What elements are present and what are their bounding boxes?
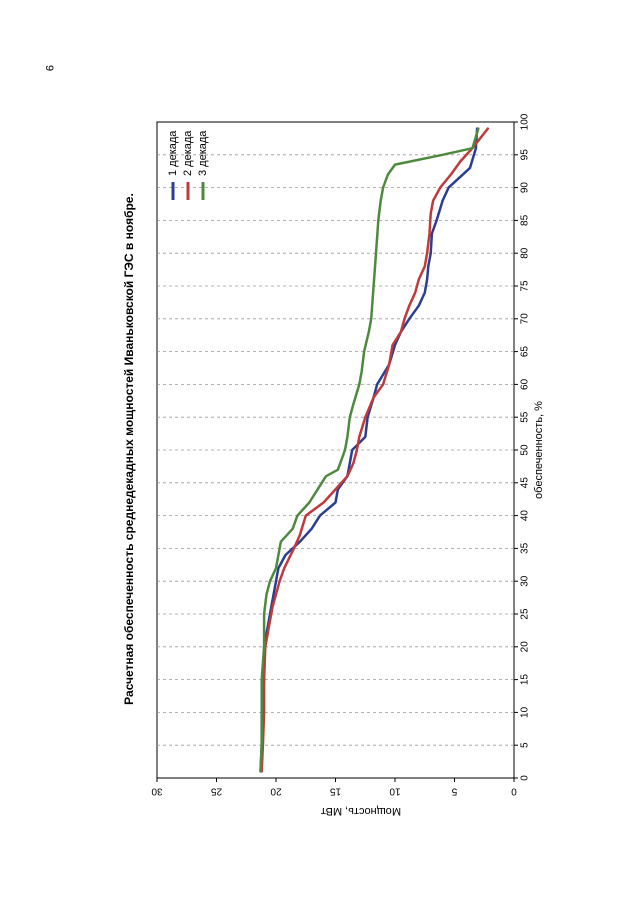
x-tick-label: 100	[520, 113, 531, 130]
legend-item-1: 1 декада	[167, 130, 179, 200]
x-tick-label: 35	[520, 542, 531, 554]
grid	[157, 154, 514, 746]
x-tick-label: 90	[520, 182, 531, 194]
legend-item-2: 2 декада	[182, 130, 194, 200]
series-lines	[259, 127, 490, 773]
x-tick-label: 40	[520, 510, 531, 522]
x-tick-label: 70	[520, 313, 531, 325]
x-tick-label: 50	[520, 444, 531, 456]
legend-label-3: 3 декада	[197, 130, 209, 176]
x-tick-label: 55	[520, 411, 531, 423]
x-tick-label: 10	[520, 706, 531, 718]
x-axis-label: обеспеченность, %	[533, 401, 545, 499]
y-tick-label: 5	[451, 785, 457, 796]
legend-label-2: 2 декада	[182, 130, 194, 176]
legend-label-1: 1 декада	[167, 130, 179, 176]
x-tick-label: 20	[520, 641, 531, 653]
y-tick-label: 15	[330, 785, 342, 796]
x-tick-label: 80	[520, 247, 531, 259]
y-axis-label: Мощность, МВт	[321, 805, 401, 817]
x-tick-label: 0	[520, 775, 531, 781]
legend-item-3: 3 декада	[197, 130, 209, 200]
x-tick-label: 60	[520, 378, 531, 390]
y-tick-label: 0	[511, 785, 517, 796]
legend: 1 декада 2 декада 3 декада	[167, 130, 209, 200]
x-tick-label: 95	[520, 149, 531, 161]
x-tick-label: 5	[520, 742, 531, 748]
x-tick-label: 30	[520, 575, 531, 587]
y-tick-label: 10	[389, 785, 401, 796]
x-tick-label: 75	[520, 280, 531, 292]
x-tick-label: 15	[520, 674, 531, 686]
chart-title: Расчетная обеспеченность среднедекадных …	[122, 193, 136, 705]
tick-labels: 0510152025303540455055606570758085909510…	[151, 113, 531, 796]
series-line-3	[259, 127, 480, 773]
x-tick-label: 85	[520, 214, 531, 226]
y-tick-label: 25	[211, 785, 223, 796]
plot-area	[156, 121, 515, 779]
page-number: 9	[43, 65, 55, 71]
x-tick-label: 65	[520, 346, 531, 358]
x-tick-label: 45	[520, 477, 531, 489]
y-tick-label: 20	[270, 785, 282, 796]
series-line-2	[260, 127, 490, 773]
x-tick-label: 25	[520, 608, 531, 620]
y-tick-label: 30	[151, 785, 163, 796]
